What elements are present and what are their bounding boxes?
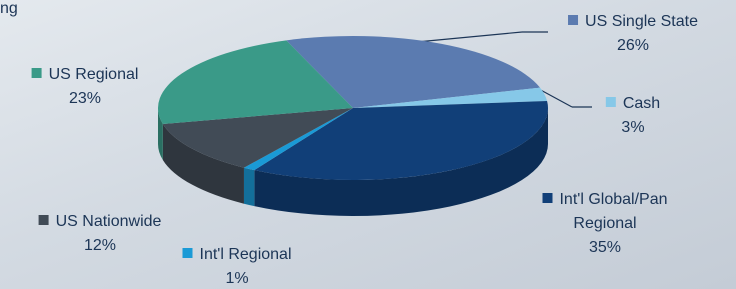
slice-side	[244, 168, 254, 206]
value-label: 35%	[523, 236, 688, 260]
legend-swatch	[39, 215, 49, 225]
value-label: 26%	[568, 34, 698, 58]
legend-swatch	[32, 68, 42, 78]
legend-swatch	[542, 193, 552, 203]
slice-label: Int'l Global/Pan Regional 35%	[523, 188, 688, 260]
legend-swatch	[183, 248, 193, 258]
slice-label: Cash 3%	[606, 92, 660, 140]
category-label: Int'l Global/Pan Regional	[559, 191, 667, 232]
category-label: US Nationwide	[56, 213, 162, 230]
slice-label: Int'l Regional 1%	[183, 243, 292, 289]
chart: ng US Single State 26% Cash 3% Int'l Global/…	[0, 0, 736, 289]
category-label: US Single State	[585, 13, 698, 30]
legend-swatch	[568, 15, 578, 25]
value-label: 3%	[606, 116, 660, 140]
slice-label: US Single State 26%	[568, 10, 698, 58]
slice-label: US Regional 23%	[32, 63, 139, 111]
category-label: US Regional	[49, 66, 139, 83]
value-label: 1%	[183, 267, 292, 289]
value-label: 12%	[39, 234, 162, 258]
category-label: Cash	[623, 95, 660, 112]
category-label: Int'l Regional	[200, 246, 292, 263]
value-label: 23%	[32, 87, 139, 111]
chart-title: ng	[0, 0, 18, 18]
slice-label: US Nationwide 12%	[39, 210, 162, 258]
legend-swatch	[606, 97, 616, 107]
